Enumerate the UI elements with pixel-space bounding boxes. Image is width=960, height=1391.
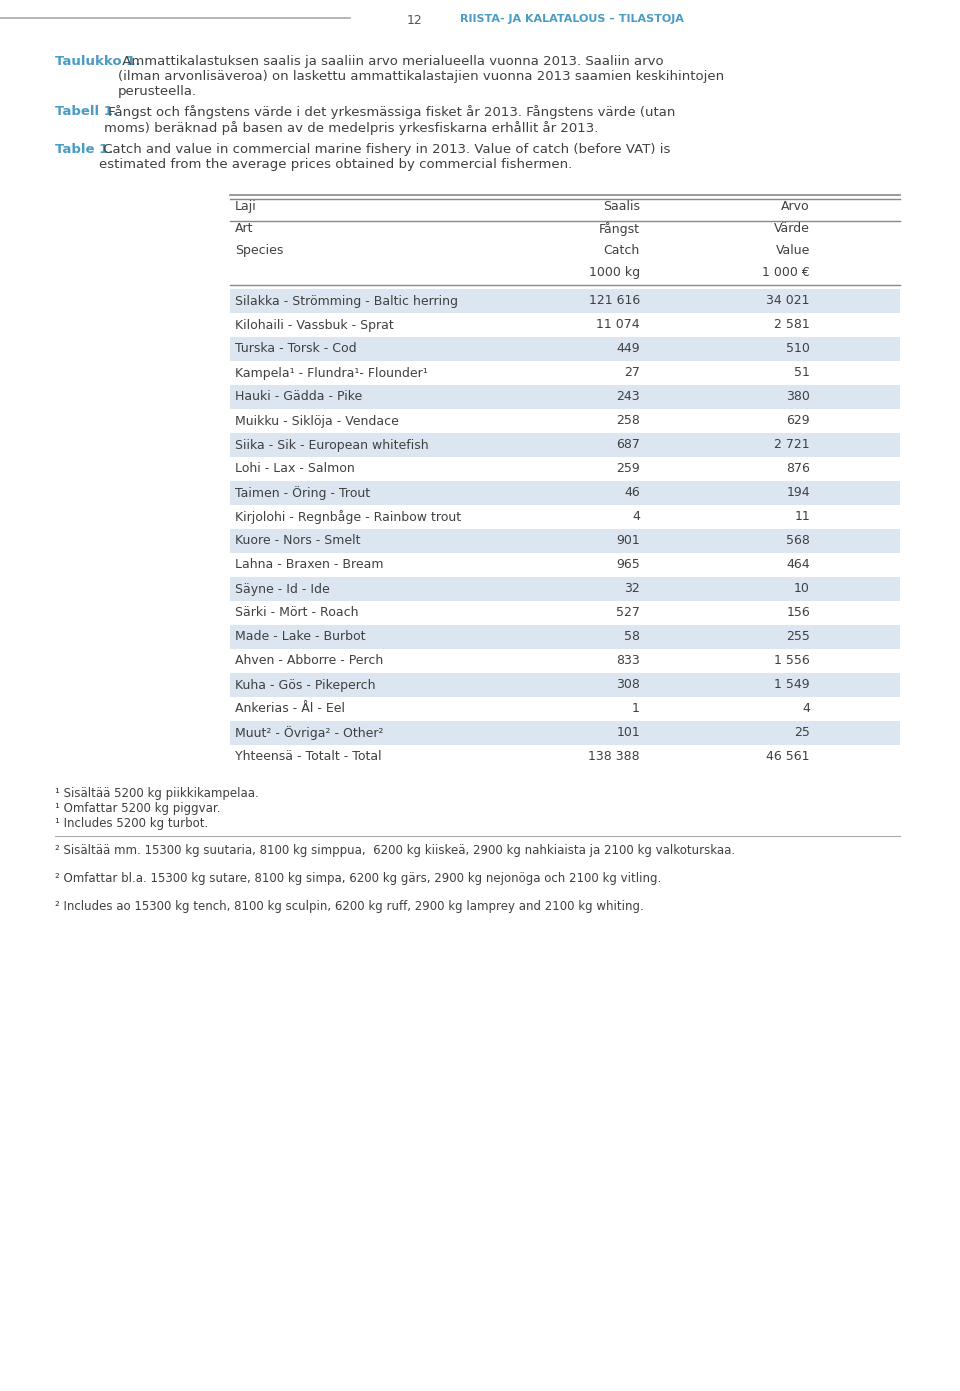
Text: Catch: Catch <box>604 243 640 257</box>
Text: ² Omfattar bl.a. 15300 kg sutare, 8100 kg simpa, 6200 kg gärs, 2900 kg nejonöga : ² Omfattar bl.a. 15300 kg sutare, 8100 k… <box>55 872 661 885</box>
Text: Kilohaili - Vassbuk - Sprat: Kilohaili - Vassbuk - Sprat <box>235 319 394 331</box>
Text: 4: 4 <box>632 510 640 523</box>
FancyBboxPatch shape <box>230 721 900 746</box>
Text: 833: 833 <box>616 655 640 668</box>
Text: 308: 308 <box>616 679 640 691</box>
Text: Tabell 1.: Tabell 1. <box>55 104 118 118</box>
Text: Ahven - Abborre - Perch: Ahven - Abborre - Perch <box>235 655 383 668</box>
Text: 1000 kg: 1000 kg <box>588 266 640 280</box>
Text: 876: 876 <box>786 462 810 476</box>
Text: Hauki - Gädda - Pike: Hauki - Gädda - Pike <box>235 391 362 403</box>
Text: ¹ Omfattar 5200 kg piggvar.: ¹ Omfattar 5200 kg piggvar. <box>55 803 221 815</box>
Text: 965: 965 <box>616 559 640 572</box>
Text: 101: 101 <box>616 726 640 740</box>
Text: Kuore - Nors - Smelt: Kuore - Nors - Smelt <box>235 534 361 548</box>
Text: Lahna - Braxen - Bream: Lahna - Braxen - Bream <box>235 559 383 572</box>
Text: 12: 12 <box>407 14 422 26</box>
Text: 527: 527 <box>616 606 640 619</box>
Text: 901: 901 <box>616 534 640 548</box>
Text: 51: 51 <box>794 366 810 380</box>
Text: 34 021: 34 021 <box>766 295 810 307</box>
Text: Muut² - Övriga² - Other²: Muut² - Övriga² - Other² <box>235 726 383 740</box>
Text: 194: 194 <box>786 487 810 499</box>
Text: 11 074: 11 074 <box>596 319 640 331</box>
Text: Arvo: Arvo <box>781 200 810 213</box>
Text: Siika - Sik - European whitefish: Siika - Sik - European whitefish <box>235 438 428 452</box>
Text: 11: 11 <box>794 510 810 523</box>
Text: Ankerias - Ål - Eel: Ankerias - Ål - Eel <box>235 702 345 715</box>
Text: 10: 10 <box>794 583 810 595</box>
FancyBboxPatch shape <box>230 577 900 601</box>
FancyBboxPatch shape <box>230 289 900 313</box>
FancyBboxPatch shape <box>230 673 900 697</box>
Text: 687: 687 <box>616 438 640 452</box>
Text: 121 616: 121 616 <box>588 295 640 307</box>
Text: 32: 32 <box>624 583 640 595</box>
Text: Art: Art <box>235 223 253 235</box>
Text: 46 561: 46 561 <box>766 751 810 764</box>
FancyBboxPatch shape <box>230 433 900 458</box>
Text: Yhteensä - Totalt - Total: Yhteensä - Totalt - Total <box>235 751 382 764</box>
Text: 255: 255 <box>786 630 810 644</box>
Text: Value: Value <box>776 243 810 257</box>
Text: Lohi - Lax - Salmon: Lohi - Lax - Salmon <box>235 462 355 476</box>
Text: Laji: Laji <box>235 200 256 213</box>
Text: Kampela¹ - Flundra¹- Flounder¹: Kampela¹ - Flundra¹- Flounder¹ <box>235 366 428 380</box>
Text: ¹ Sisältää 5200 kg piikkikampelaa.: ¹ Sisältää 5200 kg piikkikampelaa. <box>55 787 259 800</box>
Text: Kirjolohi - Regnbåge - Rainbow trout: Kirjolohi - Regnbåge - Rainbow trout <box>235 510 461 524</box>
Text: 1 556: 1 556 <box>775 655 810 668</box>
Text: 380: 380 <box>786 391 810 403</box>
Text: 46: 46 <box>624 487 640 499</box>
Text: 629: 629 <box>786 415 810 427</box>
FancyBboxPatch shape <box>230 385 900 409</box>
Text: Särki - Mört - Roach: Särki - Mört - Roach <box>235 606 358 619</box>
Text: 4: 4 <box>803 702 810 715</box>
Text: 1: 1 <box>632 702 640 715</box>
Text: ² Includes ao 15300 kg tench, 8100 kg sculpin, 6200 kg ruff, 2900 kg lamprey and: ² Includes ao 15300 kg tench, 8100 kg sc… <box>55 900 644 912</box>
FancyBboxPatch shape <box>230 529 900 554</box>
Text: 568: 568 <box>786 534 810 548</box>
Text: 510: 510 <box>786 342 810 356</box>
Text: 58: 58 <box>624 630 640 644</box>
Text: ¹ Includes 5200 kg turbot.: ¹ Includes 5200 kg turbot. <box>55 817 208 830</box>
Text: Fångst: Fångst <box>599 223 640 236</box>
Text: Ammattikalastuksen saalis ja saaliin arvo merialueella vuonna 2013. Saaliin arvo: Ammattikalastuksen saalis ja saaliin arv… <box>117 56 724 97</box>
Text: 464: 464 <box>786 559 810 572</box>
Text: Säyne - Id - Ide: Säyne - Id - Ide <box>235 583 329 595</box>
Text: Muikku - Siklöja - Vendace: Muikku - Siklöja - Vendace <box>235 415 398 427</box>
FancyBboxPatch shape <box>230 481 900 505</box>
Text: Silakka - Strömming - Baltic herring: Silakka - Strömming - Baltic herring <box>235 295 458 307</box>
Text: Taulukko 1.: Taulukko 1. <box>55 56 140 68</box>
Text: Turska - Torsk - Cod: Turska - Torsk - Cod <box>235 342 356 356</box>
Text: 27: 27 <box>624 366 640 380</box>
Text: 259: 259 <box>616 462 640 476</box>
Text: ² Sisältää mm. 15300 kg suutaria, 8100 kg simppua,  6200 kg kiiskeä, 2900 kg nah: ² Sisältää mm. 15300 kg suutaria, 8100 k… <box>55 844 735 857</box>
FancyBboxPatch shape <box>230 625 900 650</box>
Text: Värde: Värde <box>774 223 810 235</box>
Text: Kuha - Gös - Pikeperch: Kuha - Gös - Pikeperch <box>235 679 375 691</box>
Text: Saalis: Saalis <box>603 200 640 213</box>
Text: 258: 258 <box>616 415 640 427</box>
Text: 138 388: 138 388 <box>588 751 640 764</box>
Text: 25: 25 <box>794 726 810 740</box>
Text: Catch and value in commercial marine fishery in 2013. Value of catch (before VAT: Catch and value in commercial marine fis… <box>99 143 670 171</box>
Text: 2 721: 2 721 <box>775 438 810 452</box>
Text: Table 1.: Table 1. <box>55 143 113 156</box>
FancyBboxPatch shape <box>230 337 900 362</box>
Text: 1 549: 1 549 <box>775 679 810 691</box>
Text: Species: Species <box>235 243 283 257</box>
Text: 156: 156 <box>786 606 810 619</box>
Text: Made - Lake - Burbot: Made - Lake - Burbot <box>235 630 366 644</box>
Text: 449: 449 <box>616 342 640 356</box>
Text: Fångst och fångstens värde i det yrkesmässiga fisket år 2013. Fångstens värde (u: Fångst och fångstens värde i det yrkesmä… <box>104 104 675 135</box>
Text: 243: 243 <box>616 391 640 403</box>
Text: Taimen - Öring - Trout: Taimen - Öring - Trout <box>235 485 371 499</box>
Text: 1 000 €: 1 000 € <box>762 266 810 280</box>
Text: 2 581: 2 581 <box>775 319 810 331</box>
Text: RIISTA- JA KALATALOUS – TILASTOJA: RIISTA- JA KALATALOUS – TILASTOJA <box>460 14 684 24</box>
